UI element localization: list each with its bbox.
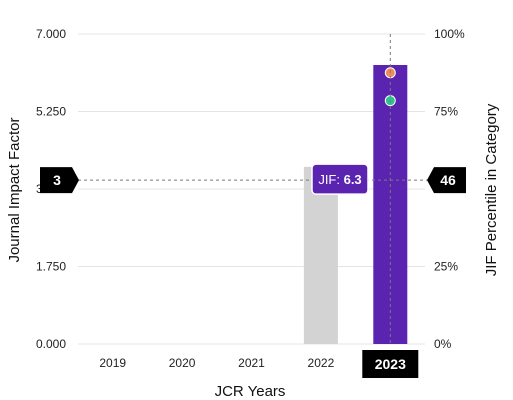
y-right-tick-label: 0%	[434, 337, 452, 351]
y-right-tick-label: 100%	[434, 27, 465, 41]
selected-year-badge[interactable]	[362, 350, 419, 378]
bar-2022[interactable]	[303, 166, 338, 344]
x-axis-title: JCR Years	[215, 383, 286, 400]
gridlines	[78, 33, 425, 345]
y-axis-left-title: Journal Impact Factor	[6, 117, 23, 262]
y-right-tick-label: 75%	[434, 105, 458, 119]
y-left-tick-label: 0.000	[36, 337, 66, 351]
x-tick-label: 2019	[99, 356, 126, 370]
y-left-tick-label: 5.250	[36, 105, 66, 119]
bars	[303, 65, 408, 344]
jif-tooltip	[311, 163, 369, 195]
y-axis-right-title: JIF Percentile in Category	[483, 103, 500, 276]
left-value-badge	[40, 167, 79, 194]
y-left-tick-label: 7.000	[36, 27, 66, 41]
left-value-badge-text: 3	[53, 172, 61, 188]
crosshair-overlay: 3 46 JIF: 6.3	[40, 34, 466, 344]
x-tick-label: 2021	[238, 356, 265, 370]
right-value-badge	[427, 167, 466, 194]
jif-tooltip-text: JIF: 6.3	[318, 172, 361, 187]
x-tick-label: 2022	[308, 356, 335, 370]
x-tick-label-selected: 2023	[375, 356, 406, 372]
x-tick-label: 2020	[169, 356, 196, 370]
y-left-tick-label: 1.750	[36, 260, 66, 274]
right-value-badge-text: 46	[440, 172, 456, 188]
y-right-tick-label: 25%	[434, 260, 458, 274]
